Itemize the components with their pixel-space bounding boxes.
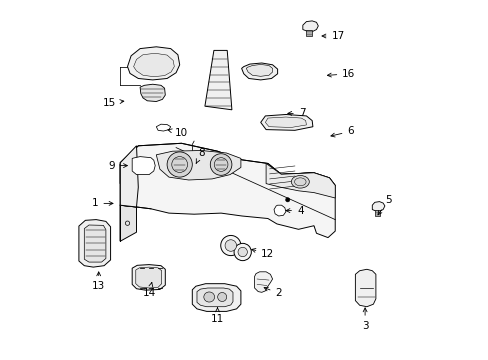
Polygon shape	[79, 220, 110, 267]
Polygon shape	[254, 272, 272, 292]
Text: 17: 17	[322, 31, 344, 41]
Circle shape	[167, 152, 192, 177]
Polygon shape	[204, 50, 231, 110]
Polygon shape	[241, 63, 277, 80]
Polygon shape	[192, 284, 241, 311]
Text: 12: 12	[251, 248, 274, 259]
Circle shape	[224, 240, 236, 251]
Polygon shape	[374, 210, 380, 216]
Polygon shape	[312, 173, 334, 236]
Text: 13: 13	[92, 272, 105, 291]
Polygon shape	[156, 124, 170, 131]
Text: 8: 8	[196, 148, 204, 163]
Polygon shape	[306, 30, 311, 36]
Polygon shape	[265, 117, 306, 127]
Text: 15: 15	[102, 98, 123, 108]
Circle shape	[285, 198, 289, 202]
Text: 5: 5	[377, 195, 391, 215]
Polygon shape	[140, 84, 165, 102]
Polygon shape	[371, 202, 384, 211]
Circle shape	[234, 243, 251, 261]
Polygon shape	[246, 64, 272, 76]
Polygon shape	[132, 157, 155, 175]
Text: 14: 14	[142, 283, 155, 298]
Text: 3: 3	[361, 308, 367, 331]
Text: 10: 10	[168, 128, 188, 138]
Ellipse shape	[291, 175, 309, 188]
Polygon shape	[265, 163, 335, 198]
Polygon shape	[120, 164, 136, 241]
Polygon shape	[186, 154, 198, 167]
Polygon shape	[127, 47, 179, 80]
Text: 6: 6	[330, 126, 353, 137]
Polygon shape	[136, 267, 162, 288]
Text: 9: 9	[108, 161, 127, 171]
Text: 1: 1	[92, 198, 113, 208]
Polygon shape	[265, 164, 312, 227]
Text: 11: 11	[210, 308, 224, 324]
Text: 16: 16	[327, 69, 355, 79]
Circle shape	[238, 247, 247, 257]
Polygon shape	[120, 143, 335, 241]
Polygon shape	[84, 225, 106, 262]
Polygon shape	[133, 53, 174, 77]
Polygon shape	[197, 288, 232, 307]
Polygon shape	[132, 265, 165, 290]
Circle shape	[220, 235, 241, 256]
Text: 4: 4	[285, 206, 303, 216]
Polygon shape	[273, 205, 285, 216]
Text: 7: 7	[287, 108, 305, 118]
Polygon shape	[120, 144, 334, 207]
Polygon shape	[120, 146, 138, 207]
Circle shape	[210, 154, 231, 175]
Polygon shape	[156, 150, 241, 180]
Text: 2: 2	[264, 287, 282, 298]
Ellipse shape	[217, 292, 226, 302]
Ellipse shape	[203, 292, 214, 302]
Polygon shape	[355, 269, 375, 307]
Polygon shape	[260, 114, 312, 130]
Polygon shape	[302, 21, 318, 32]
